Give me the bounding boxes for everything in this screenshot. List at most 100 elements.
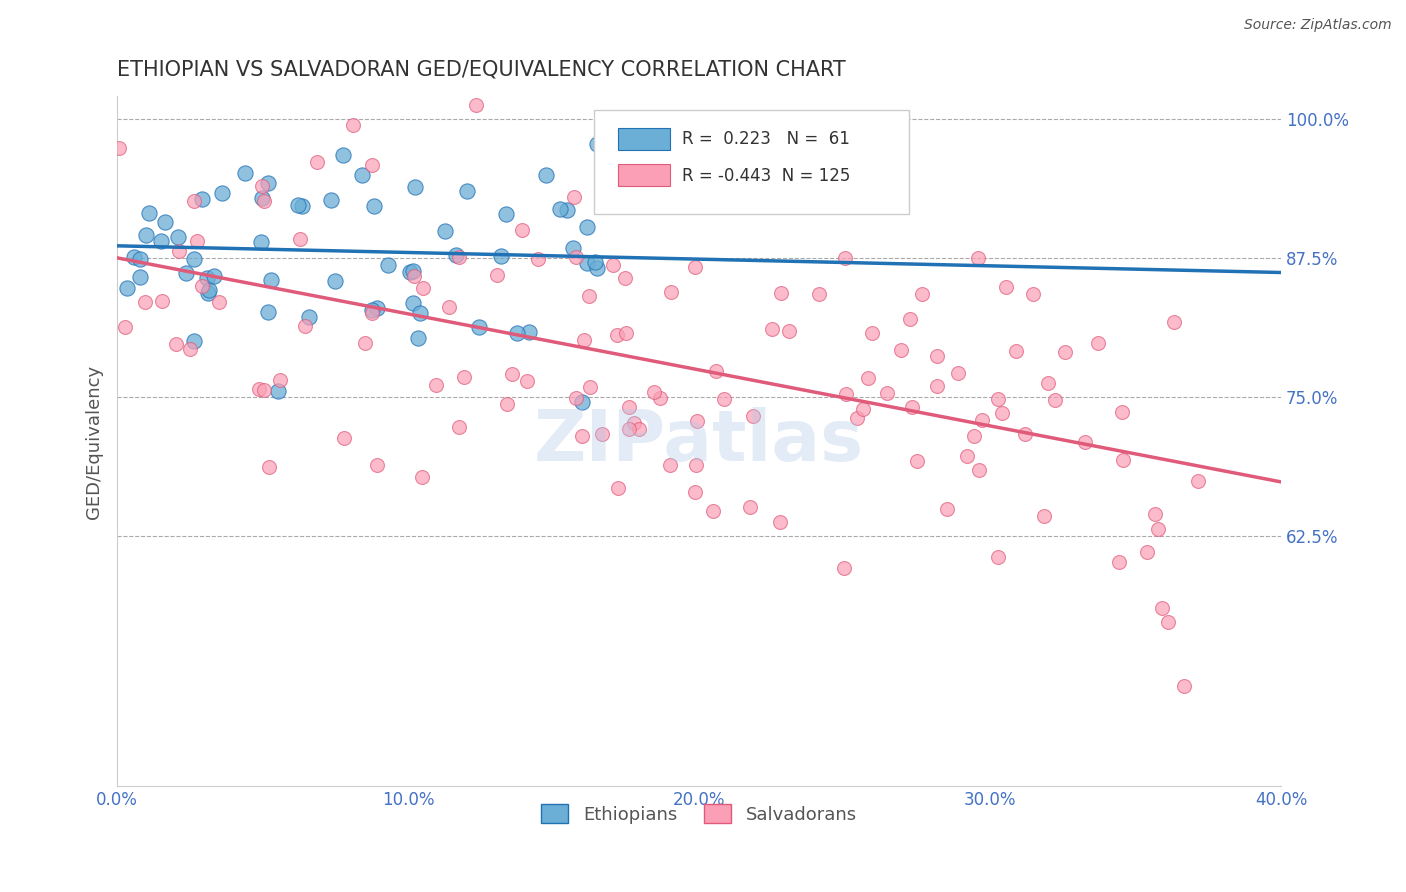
- Point: [183, 194, 205, 208]
- Point: [495, 207, 517, 221]
- Point: [439, 300, 461, 314]
- Point: [361, 306, 384, 320]
- Point: [179, 343, 201, 357]
- Point: [202, 269, 225, 284]
- Point: [683, 260, 706, 274]
- Point: [1074, 435, 1097, 450]
- Point: [332, 148, 354, 162]
- Point: [994, 280, 1017, 294]
- Point: [404, 180, 426, 194]
- Point: [402, 296, 425, 310]
- Point: [1112, 453, 1135, 467]
- Point: [250, 190, 273, 204]
- Point: [447, 250, 470, 264]
- Point: [628, 422, 651, 436]
- Point: [468, 319, 491, 334]
- Point: [166, 229, 188, 244]
- Point: [135, 227, 157, 242]
- Point: [807, 287, 830, 301]
- Point: [685, 458, 707, 472]
- Point: [366, 301, 388, 315]
- Point: [925, 349, 948, 363]
- Point: [288, 232, 311, 246]
- Point: [129, 270, 152, 285]
- Point: [1087, 335, 1109, 350]
- Point: [769, 516, 792, 530]
- Point: [623, 416, 645, 430]
- Point: [1136, 545, 1159, 559]
- Point: [155, 215, 177, 229]
- Point: [643, 385, 665, 400]
- Point: [991, 407, 1014, 421]
- Point: [602, 259, 624, 273]
- Point: [898, 311, 921, 326]
- Point: [1053, 345, 1076, 359]
- Point: [835, 387, 858, 401]
- Point: [619, 400, 641, 414]
- Point: [107, 141, 129, 155]
- Point: [572, 333, 595, 347]
- Point: [183, 252, 205, 266]
- Point: [578, 289, 600, 303]
- Text: ETHIOPIAN VS SALVADORAN GED/EQUIVALENCY CORRELATION CHART: ETHIOPIAN VS SALVADORAN GED/EQUIVALENCY …: [117, 60, 846, 79]
- Point: [1163, 315, 1185, 329]
- Point: [211, 186, 233, 201]
- Point: [183, 334, 205, 349]
- Point: [845, 411, 868, 425]
- Point: [585, 137, 607, 152]
- Point: [778, 324, 800, 338]
- Point: [256, 177, 278, 191]
- Point: [956, 449, 979, 463]
- Point: [565, 392, 588, 406]
- Point: [562, 190, 585, 204]
- Point: [970, 413, 993, 427]
- Point: [190, 192, 212, 206]
- Point: [1147, 522, 1170, 536]
- Point: [562, 242, 585, 256]
- Point: [617, 422, 640, 436]
- Point: [150, 294, 173, 309]
- Point: [253, 383, 276, 397]
- Point: [704, 364, 727, 378]
- Point: [190, 279, 212, 293]
- Point: [571, 394, 593, 409]
- Point: [935, 501, 957, 516]
- Point: [1111, 405, 1133, 419]
- Point: [963, 429, 986, 443]
- Point: [1043, 392, 1066, 407]
- Point: [510, 222, 533, 236]
- Point: [267, 384, 290, 398]
- Point: [411, 470, 433, 484]
- Point: [856, 371, 879, 385]
- Point: [571, 429, 593, 443]
- Point: [489, 249, 512, 263]
- Point: [927, 378, 949, 392]
- Point: [352, 169, 374, 183]
- Point: [319, 193, 342, 207]
- FancyBboxPatch shape: [617, 164, 671, 186]
- Point: [269, 373, 291, 387]
- Text: ZIPatlas: ZIPatlas: [534, 407, 865, 476]
- Point: [583, 255, 606, 269]
- Point: [291, 199, 314, 213]
- Text: Source: ZipAtlas.com: Source: ZipAtlas.com: [1244, 18, 1392, 32]
- Point: [1014, 427, 1036, 442]
- Point: [464, 97, 486, 112]
- FancyBboxPatch shape: [595, 111, 908, 214]
- Point: [946, 366, 969, 380]
- Point: [586, 260, 609, 275]
- Point: [740, 500, 762, 514]
- Point: [409, 305, 432, 319]
- Point: [134, 294, 156, 309]
- Point: [122, 250, 145, 264]
- Text: R = -0.443  N = 125: R = -0.443 N = 125: [682, 167, 851, 185]
- Point: [1156, 615, 1178, 629]
- Point: [287, 198, 309, 212]
- Point: [1032, 509, 1054, 524]
- Point: [128, 252, 150, 266]
- Point: [659, 285, 682, 299]
- Point: [876, 386, 898, 401]
- Point: [770, 286, 793, 301]
- Point: [686, 413, 709, 427]
- Point: [1005, 344, 1028, 359]
